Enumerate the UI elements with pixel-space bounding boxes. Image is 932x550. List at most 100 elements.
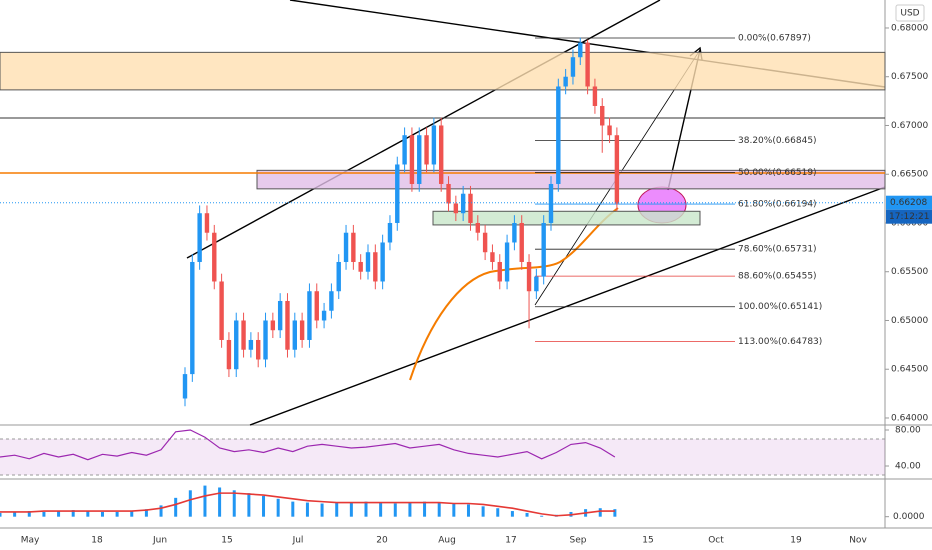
- macd-bar: [86, 511, 90, 517]
- macd-bar: [540, 515, 544, 517]
- candle-body: [585, 42, 590, 87]
- macd-bar: [496, 508, 500, 517]
- macd-bar: [349, 502, 353, 517]
- rsi-tick-label: 80.00: [895, 426, 921, 436]
- candle-body: [409, 135, 415, 184]
- candle-body: [321, 310, 327, 321]
- price-zone: [432, 210, 701, 226]
- macd-bar: [598, 508, 602, 517]
- macd-bar: [130, 511, 134, 517]
- x-tick-label: 17: [505, 536, 516, 546]
- macd-bar: [525, 512, 529, 517]
- macd-bar: [71, 510, 75, 517]
- macd-bar: [57, 511, 61, 517]
- macd-bar: [27, 511, 31, 517]
- macd-bar: [452, 503, 456, 517]
- candle-body: [182, 374, 188, 399]
- candle-body: [592, 86, 598, 106]
- rsi-band: [0, 439, 885, 476]
- macd-bar: [320, 503, 324, 517]
- candle-body: [460, 193, 466, 214]
- fib-label: 61.80%(0.66194): [738, 200, 817, 210]
- candle-body: [190, 261, 195, 375]
- candle-body: [219, 281, 224, 340]
- macd-bar: [144, 509, 148, 517]
- fib-label: 50.00%(0.66519): [738, 168, 817, 178]
- candle-body: [292, 320, 297, 350]
- candle-body: [563, 76, 568, 87]
- macd-bar: [42, 511, 46, 517]
- macd-bar: [393, 503, 397, 517]
- candle-body: [446, 183, 451, 204]
- x-tick-label: Jun: [152, 536, 167, 546]
- candle-body: [614, 135, 620, 204]
- candle-body: [482, 232, 488, 253]
- price-zone: [0, 51, 886, 91]
- x-tick-label: 20: [376, 536, 388, 546]
- macd-bar: [408, 502, 412, 517]
- candle-body: [402, 135, 407, 165]
- x-tick-label: 18: [91, 536, 103, 546]
- candle-body: [248, 339, 254, 350]
- macd-bar: [276, 498, 280, 517]
- candle-body: [314, 291, 319, 321]
- rsi-line: [0, 429, 616, 461]
- fib-label: 113.00%(0.64783): [738, 337, 822, 347]
- candle-body: [307, 291, 312, 340]
- y-tick-label: 0.65000: [891, 316, 928, 326]
- macd-bar: [613, 509, 617, 517]
- candle-body: [277, 300, 283, 331]
- x-tick-label: 15: [221, 536, 232, 546]
- y-tick-label: 0.67000: [891, 121, 928, 131]
- macd-bar: [437, 502, 441, 517]
- x-tick-label: Aug: [438, 536, 456, 546]
- currency-box[interactable]: [895, 4, 925, 22]
- x-tick-label: 19: [790, 536, 802, 546]
- moving-average: [409, 207, 619, 381]
- y-tick-label: 0.64000: [891, 413, 928, 423]
- macd-bar: [335, 502, 339, 517]
- candle-body: [226, 339, 232, 370]
- x-tick-label: Jul: [292, 536, 304, 546]
- candle-body: [343, 232, 349, 262]
- macd-bar: [0, 512, 2, 517]
- macd-bar: [232, 490, 236, 517]
- y-tick-label: 0.67500: [891, 72, 928, 82]
- macd-tick-label: 0.0000: [893, 512, 925, 522]
- candle-body: [600, 105, 605, 126]
- candle-body: [431, 125, 437, 165]
- candle-body: [475, 222, 480, 233]
- macd-bar: [115, 511, 119, 517]
- y-tick-label: 0.66500: [891, 170, 928, 180]
- candle-body: [519, 222, 524, 262]
- last-price-label: 0.66208: [890, 198, 927, 208]
- fib-label: 78.60%(0.65731): [738, 245, 817, 255]
- candle-body: [197, 213, 202, 262]
- candle-body: [212, 232, 217, 282]
- y-tick-label: 0.64500: [891, 365, 928, 375]
- candle-body: [387, 222, 393, 243]
- macd-bar: [510, 511, 514, 517]
- macd-bar: [13, 511, 17, 517]
- macd-bar: [466, 504, 470, 517]
- candle-body: [241, 320, 246, 350]
- macd-bar: [305, 502, 309, 517]
- countdown: 17:12:21: [889, 212, 929, 222]
- macd-bar: [218, 487, 222, 517]
- rsi-tick-label: 40.00: [895, 462, 921, 472]
- candle-body: [453, 203, 459, 214]
- fib-label: 0.00%(0.67897): [738, 34, 811, 44]
- countdown-box: [886, 209, 932, 224]
- macd-bar: [423, 501, 427, 517]
- candle-body: [541, 222, 546, 277]
- fib-label: 38.20%(0.66845): [738, 136, 817, 146]
- candle-body: [329, 291, 334, 311]
- macd-bar: [188, 490, 192, 517]
- candle-body: [270, 320, 276, 331]
- candle-body: [497, 261, 502, 282]
- macd-bar: [247, 493, 251, 517]
- candle-body: [417, 135, 422, 184]
- x-tick-label: Oct: [708, 536, 724, 546]
- macd-bar: [262, 495, 266, 517]
